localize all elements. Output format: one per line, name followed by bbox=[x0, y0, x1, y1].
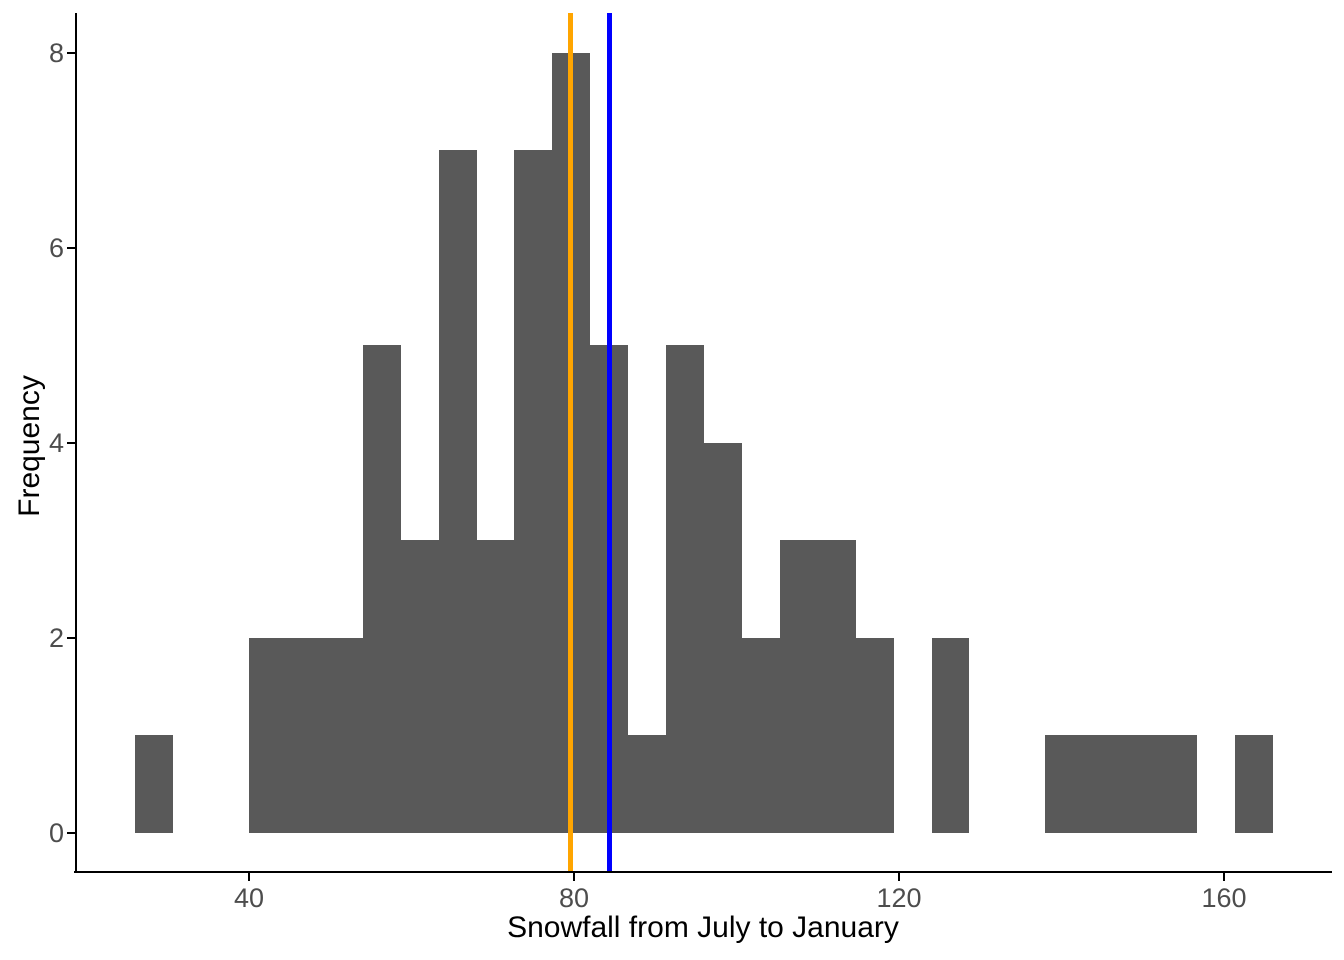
histogram-bar bbox=[628, 735, 666, 833]
histogram-bar bbox=[439, 150, 477, 833]
x-tick bbox=[1223, 873, 1225, 881]
x-tick-label: 120 bbox=[876, 883, 922, 913]
histogram-bar bbox=[1159, 735, 1197, 833]
histogram-bar bbox=[1045, 735, 1083, 833]
y-tick bbox=[67, 247, 76, 249]
histogram-bar bbox=[363, 345, 401, 833]
histogram-bar bbox=[932, 638, 969, 833]
histogram-bar bbox=[477, 540, 514, 833]
y-tick-label: 4 bbox=[48, 428, 64, 458]
histogram-bar bbox=[135, 735, 173, 833]
histogram-bar bbox=[249, 638, 287, 833]
histogram-bar bbox=[780, 540, 818, 833]
histogram-bar bbox=[704, 443, 742, 833]
histogram-bar bbox=[1083, 735, 1121, 833]
histogram-bar bbox=[856, 638, 894, 833]
histogram-bar bbox=[514, 150, 552, 833]
y-axis-line bbox=[75, 13, 77, 873]
y-tick bbox=[67, 637, 76, 639]
histogram-bar bbox=[1121, 735, 1159, 833]
y-tick-label: 2 bbox=[48, 623, 64, 653]
histogram-bar bbox=[401, 540, 439, 833]
histogram-bar bbox=[1235, 735, 1273, 833]
histogram-bar bbox=[287, 638, 325, 833]
histogram-bar bbox=[666, 345, 704, 833]
x-tick bbox=[573, 873, 575, 881]
histogram-bar bbox=[325, 638, 363, 833]
x-axis-title: Snowfall from July to January bbox=[507, 911, 899, 944]
y-tick bbox=[67, 442, 76, 444]
x-axis-line bbox=[74, 871, 1332, 873]
orange-vline bbox=[568, 13, 573, 871]
y-tick bbox=[67, 52, 76, 54]
histogram-bar bbox=[818, 540, 856, 833]
blue-vline bbox=[607, 13, 612, 871]
y-tick-label: 8 bbox=[48, 38, 64, 68]
x-tick-label: 40 bbox=[233, 883, 265, 913]
x-tick bbox=[898, 873, 900, 881]
y-tick-label: 0 bbox=[48, 818, 64, 848]
x-tick-label: 160 bbox=[1201, 883, 1247, 913]
x-tick bbox=[248, 873, 250, 881]
y-axis-title: Frequency bbox=[13, 375, 46, 517]
y-tick bbox=[67, 832, 76, 834]
x-tick-label: 80 bbox=[558, 883, 590, 913]
histogram-bar bbox=[742, 638, 780, 833]
y-tick-label: 6 bbox=[48, 233, 64, 263]
